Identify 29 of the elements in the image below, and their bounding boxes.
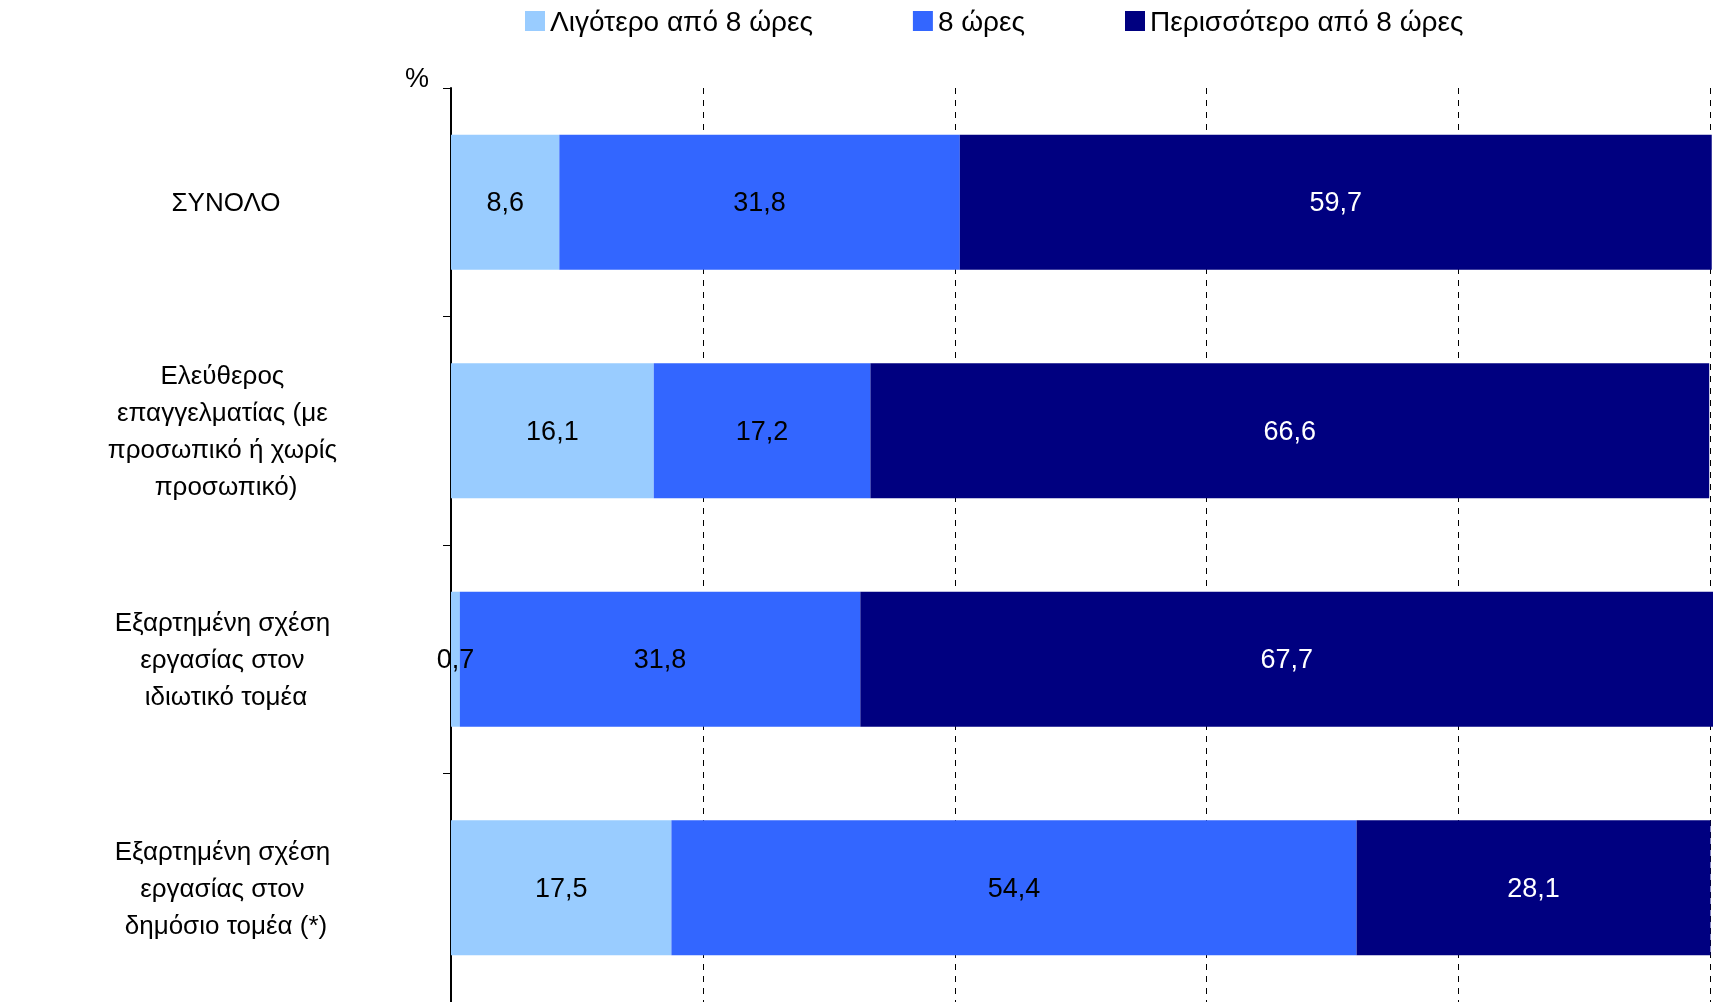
bar — [860, 591, 1713, 727]
y-tick-label: ΣΥΝΟΛΟ — [171, 187, 281, 218]
bar — [559, 134, 960, 270]
data-label: 16,1 — [526, 415, 579, 446]
bar — [870, 363, 1710, 499]
data-label: 66,6 — [1263, 415, 1317, 446]
data-label: 67,7 — [1260, 644, 1313, 675]
bar — [1356, 820, 1711, 956]
data-label: 17,2 — [735, 415, 789, 446]
bar — [959, 134, 1712, 270]
bar — [451, 820, 672, 956]
data-label: 31,8 — [633, 644, 687, 675]
data-label: 59,7 — [1309, 187, 1363, 218]
legend-label: Περισσότερο από 8 ώρες — [1150, 5, 1464, 37]
bar — [451, 134, 560, 270]
bar — [451, 363, 654, 499]
y-tick-label: Ελεύθερος επαγγελματίας (με προσωπικό ή χωρίς προσωπικό) — [107, 360, 345, 502]
data-label: 54,4 — [987, 872, 1041, 903]
bar — [653, 363, 871, 499]
legend-label: Λιγότερο από 8 ώρες — [550, 5, 813, 37]
y-tick-label: Εξαρτημένη σχέση εργασίας στον δημόσιο τομέα (*) — [114, 835, 338, 940]
legend-label: 8 ώρες — [937, 5, 1026, 37]
bar — [671, 820, 1357, 956]
x-axis-title: % — [405, 62, 430, 93]
data-label: 28,1 — [1507, 872, 1560, 903]
data-label: 8,6 — [486, 187, 524, 218]
data-label: 17,5 — [534, 872, 588, 903]
data-label: 31,8 — [733, 187, 786, 218]
y-tick-label: Εξαρτημένη σχέση εργασίας στον ιδιωτικό τομέα — [114, 607, 338, 712]
